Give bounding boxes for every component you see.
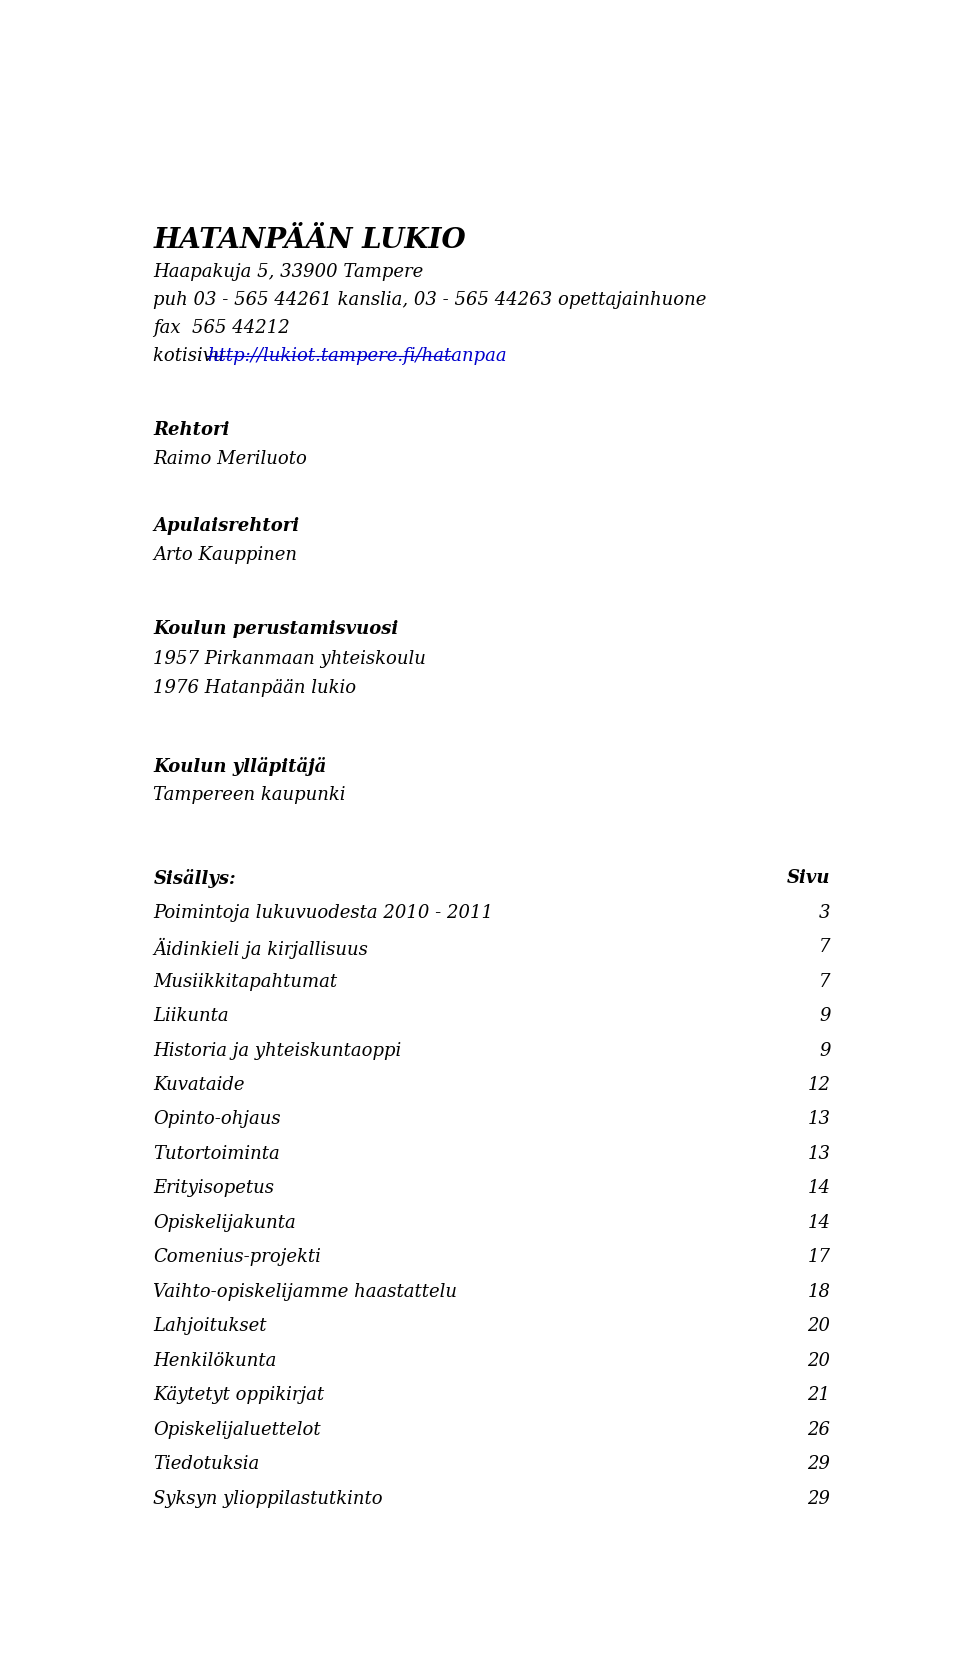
Text: Koulun ylläpitäjä: Koulun ylläpitäjä — [154, 756, 326, 775]
Text: Syksyn ylioppilastutkinto: Syksyn ylioppilastutkinto — [154, 1488, 383, 1506]
Text: HATANPÄÄN LUKIO: HATANPÄÄN LUKIO — [154, 227, 467, 254]
Text: 20: 20 — [807, 1317, 830, 1334]
Text: http://lukiot.tampere.fi/hatanpaa: http://lukiot.tampere.fi/hatanpaa — [207, 346, 507, 365]
Text: Rehtori: Rehtori — [154, 421, 229, 439]
Text: Tutortoiminta: Tutortoiminta — [154, 1145, 280, 1162]
Text: 9: 9 — [819, 1041, 830, 1059]
Text: 18: 18 — [807, 1283, 830, 1301]
Text: Poimintoja lukuvuodesta 2010 - 2011: Poimintoja lukuvuodesta 2010 - 2011 — [154, 903, 493, 921]
Text: Lahjoitukset: Lahjoitukset — [154, 1317, 267, 1334]
Text: 14: 14 — [807, 1213, 830, 1231]
Text: 1976 Hatanpään lukio: 1976 Hatanpään lukio — [154, 679, 356, 696]
Text: Comenius-projekti: Comenius-projekti — [154, 1248, 322, 1266]
Text: Vaihto-opiskelijamme haastattelu: Vaihto-opiskelijamme haastattelu — [154, 1283, 458, 1301]
Text: Sivu: Sivu — [787, 868, 830, 886]
Text: 20: 20 — [807, 1350, 830, 1369]
Text: Sisällys:: Sisällys: — [154, 868, 236, 888]
Text: 12: 12 — [807, 1075, 830, 1094]
Text: 29: 29 — [807, 1455, 830, 1473]
Text: Tampereen kaupunki: Tampereen kaupunki — [154, 785, 346, 804]
Text: 9: 9 — [819, 1006, 830, 1024]
Text: 7: 7 — [819, 973, 830, 989]
Text: Tiedotuksia: Tiedotuksia — [154, 1455, 260, 1473]
Text: Historia ja yhteiskuntaoppi: Historia ja yhteiskuntaoppi — [154, 1041, 401, 1059]
Text: Koulun perustamisvuosi: Koulun perustamisvuosi — [154, 620, 398, 638]
Text: 7: 7 — [819, 938, 830, 956]
Text: Kuvataide: Kuvataide — [154, 1075, 245, 1094]
Text: 1957 Pirkanmaan yhteiskoulu: 1957 Pirkanmaan yhteiskoulu — [154, 650, 426, 668]
Text: fax  565 44212: fax 565 44212 — [154, 318, 290, 336]
Text: 21: 21 — [807, 1385, 830, 1403]
Text: Raimo Meriluoto: Raimo Meriluoto — [154, 451, 307, 469]
Text: Arto Kauppinen: Arto Kauppinen — [154, 545, 298, 563]
Text: Musiikkitapahtumat: Musiikkitapahtumat — [154, 973, 338, 989]
Text: 3: 3 — [819, 903, 830, 921]
Text: Käytetyt oppikirjat: Käytetyt oppikirjat — [154, 1385, 324, 1403]
Text: Erityisopetus: Erityisopetus — [154, 1178, 275, 1196]
Text: Apulaisrehtori: Apulaisrehtori — [154, 517, 300, 535]
Text: Opiskelijaluettelot: Opiskelijaluettelot — [154, 1420, 321, 1438]
Text: kotisivu: kotisivu — [154, 346, 230, 365]
Text: 17: 17 — [807, 1248, 830, 1266]
Text: puh 03 - 565 44261 kanslia, 03 - 565 44263 opettajainhuone: puh 03 - 565 44261 kanslia, 03 - 565 442… — [154, 290, 707, 308]
Text: Äidinkieli ja kirjallisuus: Äidinkieli ja kirjallisuus — [154, 938, 369, 959]
Text: Liikunta: Liikunta — [154, 1006, 229, 1024]
Text: Haapakuja 5, 33900 Tampere: Haapakuja 5, 33900 Tampere — [154, 263, 423, 280]
Text: 13: 13 — [807, 1110, 830, 1128]
Text: Henkilökunta: Henkilökunta — [154, 1350, 276, 1369]
Text: Opiskelijakunta: Opiskelijakunta — [154, 1213, 297, 1231]
Text: 29: 29 — [807, 1488, 830, 1506]
Text: Opinto-ohjaus: Opinto-ohjaus — [154, 1110, 281, 1128]
Text: 26: 26 — [807, 1420, 830, 1438]
Text: 13: 13 — [807, 1145, 830, 1162]
Text: 14: 14 — [807, 1178, 830, 1196]
